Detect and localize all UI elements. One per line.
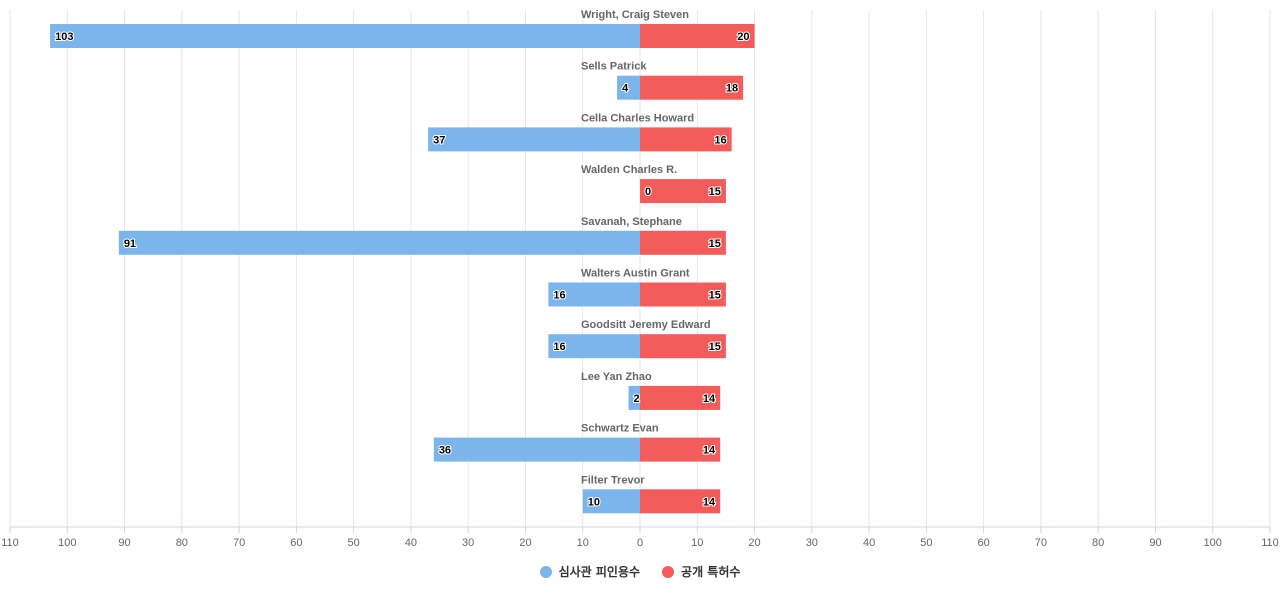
bar-citations[interactable]	[434, 438, 640, 462]
category-label: Cella Charles Howard	[581, 112, 694, 124]
category-label: Walters Austin Grant	[581, 268, 690, 280]
data-label-patents: 15	[709, 341, 721, 353]
x-tick-label: 100	[1204, 537, 1222, 549]
category-label: Savanah, Stephane	[581, 216, 682, 228]
data-label-patents: 15	[709, 186, 721, 198]
x-tick-label: 50	[920, 537, 932, 549]
category-label: Lee Yan Zhao	[581, 371, 652, 383]
x-tick-label: 80	[176, 537, 188, 549]
data-label-citations: 10	[588, 496, 600, 508]
bar-citations[interactable]	[119, 231, 640, 255]
legend-dot-citations	[540, 566, 552, 578]
category-label: Walden Charles R.	[581, 164, 677, 176]
data-label-citations: 4	[622, 83, 629, 95]
legend-label-citations: 심사관 피인용수	[559, 563, 640, 580]
data-label-patents: 20	[737, 31, 749, 43]
x-tick-label: 100	[58, 537, 76, 549]
bar-citations[interactable]	[428, 127, 640, 151]
data-label-patents: 15	[709, 238, 721, 250]
x-tick-label: 60	[290, 537, 302, 549]
data-label-patents: 14	[703, 496, 716, 508]
bar-citations[interactable]	[617, 76, 640, 100]
x-tick-label: 70	[1035, 537, 1047, 549]
category-label: Goodsitt Jeremy Edward	[581, 319, 711, 331]
x-tick-label: 40	[405, 537, 417, 549]
x-tick-label: 40	[863, 537, 875, 549]
data-label-citations: 91	[124, 238, 136, 250]
category-label: Schwartz Evan	[581, 423, 659, 435]
data-label-patents: 18	[726, 83, 738, 95]
x-tick-label: 20	[748, 537, 760, 549]
legend-dot-patents	[662, 566, 674, 578]
category-label: Wright, Craig Steven	[581, 9, 689, 21]
x-tick-label: 20	[519, 537, 531, 549]
bar-citations[interactable]	[50, 24, 640, 48]
data-label-patents: 14	[703, 393, 716, 405]
data-label-citations: 16	[553, 290, 565, 302]
x-tick-label: 90	[118, 537, 130, 549]
data-label-citations: 37	[433, 134, 445, 146]
legend-label-patents: 공개 특허수	[681, 563, 740, 580]
data-label-citations: 103	[55, 31, 73, 43]
x-tick-label: 80	[1092, 537, 1104, 549]
x-tick-label: 0	[637, 537, 643, 549]
category-label: Filter Trevor	[581, 474, 645, 486]
x-tick-label: 10	[577, 537, 589, 549]
x-tick-label: 110	[1261, 537, 1279, 549]
category-label: Sells Patrick	[581, 61, 647, 73]
x-tick-label: 10	[691, 537, 703, 549]
data-label-patents: 16	[714, 134, 726, 146]
legend-item-citations[interactable]: 심사관 피인용수	[540, 563, 640, 580]
x-tick-label: 90	[1149, 537, 1161, 549]
x-tick-label: 70	[233, 537, 245, 549]
x-axis: 110 100 90 80 70 60 50 40 30 20 10 0 10 20 30 40 50 60 70 8…	[1, 527, 1279, 549]
data-label-citations: 16	[553, 341, 565, 353]
data-label-patents: 14	[703, 445, 716, 457]
x-tick-label: 50	[348, 537, 360, 549]
legend-item-patents[interactable]: 공개 특허수	[662, 563, 740, 580]
x-tick-label: 60	[978, 537, 990, 549]
data-label-citations: 2	[634, 393, 640, 405]
data-label-citations: 36	[439, 445, 451, 457]
data-label-citations: 0	[645, 186, 651, 198]
legend: 심사관 피인용수 공개 특허수	[0, 563, 1280, 580]
x-tick-label: 30	[806, 537, 818, 549]
x-tick-label: 110	[1, 537, 19, 549]
data-label-patents: 15	[709, 290, 721, 302]
x-tick-label: 30	[462, 537, 474, 549]
